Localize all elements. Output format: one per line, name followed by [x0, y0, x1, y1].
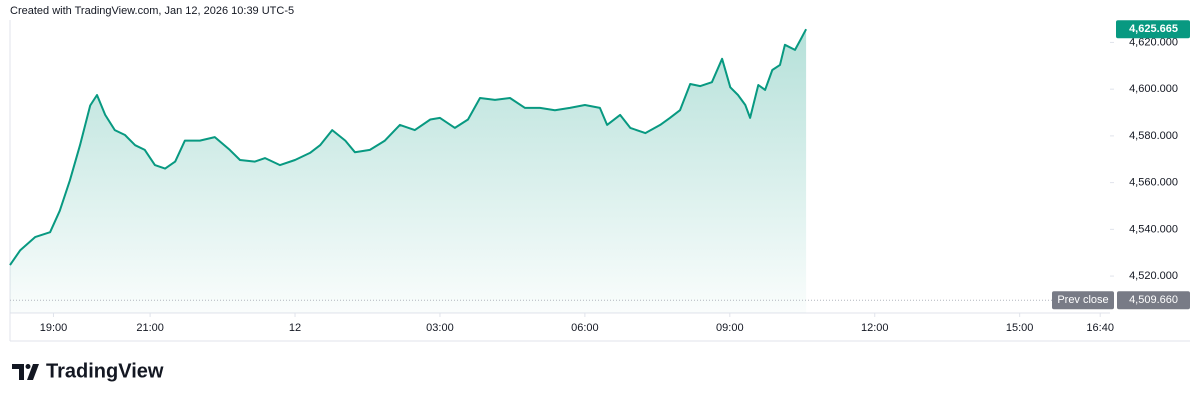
chart-subtitle: Created with TradingView.com, Jan 12, 20… [10, 5, 294, 17]
x-tick-label: 06:00 [571, 322, 599, 334]
y-tick-label: 4,620.000 [1129, 36, 1178, 48]
prev-close-value: 4,509.660 [1129, 294, 1178, 306]
x-tick-label: 09:00 [716, 322, 744, 334]
y-tick-label: 4,540.000 [1129, 223, 1178, 235]
last-price-tag [1116, 20, 1190, 39]
price-line [9, 28, 807, 266]
x-tick-label: 03:00 [426, 322, 454, 334]
y-tick-label: 4,560.000 [1129, 177, 1178, 189]
x-tick-label: 12 [289, 322, 301, 334]
brand-logo: TradingView [12, 360, 164, 382]
logo-glyph [25, 364, 31, 369]
x-tick-label: 12:00 [861, 322, 889, 334]
last-price-label: 4,625.665 [1129, 23, 1178, 35]
x-tick-label: 15:00 [1006, 322, 1034, 334]
logo-glyph [27, 364, 39, 380]
brand-name: TradingView [46, 360, 164, 382]
y-tick-label: 4,600.000 [1129, 83, 1178, 95]
prev-close-tag [1052, 291, 1114, 310]
logo-glyph [12, 364, 24, 380]
prev-close-name: Prev close [1057, 294, 1108, 306]
x-tick-label: 19:00 [40, 322, 68, 334]
x-tick-label: 21:00 [136, 322, 164, 334]
prev-close-value-tag [1117, 291, 1190, 310]
y-tick-label: 4,580.000 [1129, 130, 1178, 142]
y-tick-label: 4,520.000 [1129, 270, 1178, 282]
x-tick-label: 16:40 [1086, 322, 1114, 334]
area-fill [10, 29, 807, 313]
